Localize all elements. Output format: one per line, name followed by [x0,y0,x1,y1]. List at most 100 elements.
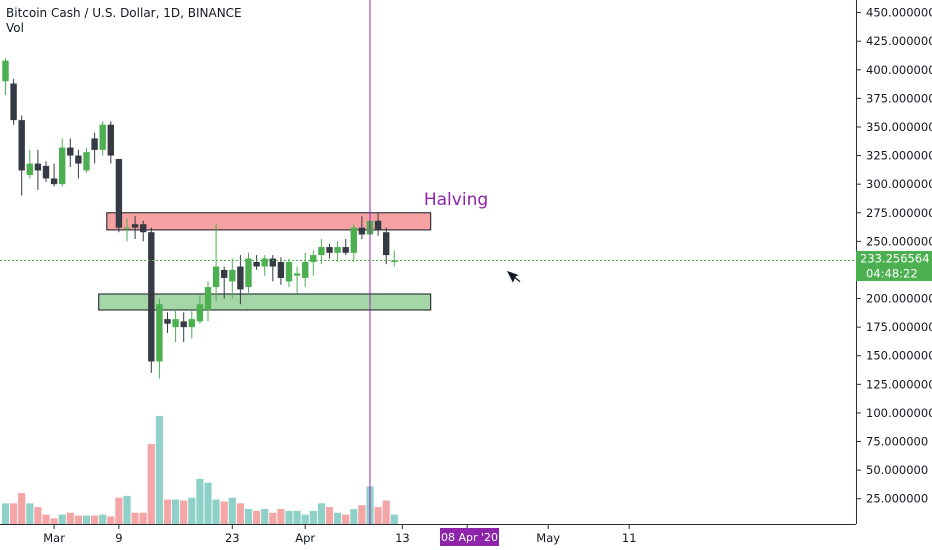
support-zone [98,293,432,311]
volume-bar [285,510,293,524]
candle-body [253,261,260,267]
volume-bar [155,415,163,524]
candle-body [83,152,90,171]
candle-body [334,247,341,253]
volume-bar [253,510,261,524]
volume-bar [301,514,309,524]
candle-body [131,224,139,228]
volume-bar [99,514,107,524]
price-tick-label: 75.000000 [866,435,928,449]
time-axis[interactable]: Mar923Apr1321May11 [43,524,637,545]
volume-bar [58,514,66,524]
price-tick-label: 25.000000 [866,492,928,506]
candle-body [123,227,131,229]
volume-bar [42,514,50,524]
volume-bar [228,497,236,524]
candle-body [237,266,244,290]
candle-body [383,232,390,256]
candle-body [318,247,325,256]
volume-bar [188,497,196,524]
volume-bar [123,495,131,524]
volume-bar [50,518,58,524]
candle-body [42,165,50,179]
time-tick-label: May [536,531,560,545]
candle-body [59,147,66,185]
volume-bar [212,499,220,524]
candle-body [180,321,187,328]
volume-bar [18,492,26,524]
volume-bar [220,501,228,524]
time-tick-label: 23 [225,531,240,545]
resistance-zone [106,212,432,231]
candle-body [50,178,58,185]
candle-body [18,120,25,171]
volume-bar [382,500,390,524]
countdown-badge [856,266,932,281]
candle-body [229,269,236,282]
chart-legend: Bitcoin Cash / U.S. Dollar, 1D, BINANCE … [6,6,242,36]
candle-body [75,155,82,164]
time-tick-label: 13 [395,531,410,545]
candle-body [99,124,106,150]
price-tick-label: 250.000000 [866,234,932,248]
candle-body [374,220,382,230]
time-tick-label: Mar [43,531,65,545]
zones-layer [98,212,432,311]
time-tick-label: 9 [115,531,122,545]
candles-layer [2,58,398,379]
candle-body [140,224,147,233]
halving-label: Halving [424,190,488,210]
volume-bar [244,508,253,524]
candle-body [212,266,220,288]
candle-body [350,227,357,253]
price-tick-label: 175.000000 [866,320,932,334]
volume-bar [269,512,277,524]
last-price-label: 233.256564 [860,252,930,266]
overlay-layer [0,0,856,524]
candle-body [156,304,163,362]
volume-bar [115,497,123,524]
volume-bar [172,499,180,524]
halving-date-label: 08 Apr '20 [441,531,498,544]
candle-body [107,124,114,156]
mouse-cursor-icon [504,269,522,286]
price-tick-label: 375.000000 [866,91,932,105]
candle-body [91,138,98,150]
price-axis[interactable]: 450.000000 425.000000 400.000000 375.000000… [856,6,932,506]
price-tick-label: 325.000000 [866,149,932,163]
volume-bar [1,503,10,524]
candle-body [245,258,252,288]
candle-body [285,261,293,282]
volume-bar [131,512,139,524]
volume-bar [139,512,147,524]
candle-body [391,260,398,262]
volume-bar [293,510,301,524]
volume-bar [204,482,212,524]
candle-body [34,163,42,171]
volume-legend[interactable]: Vol [6,21,24,35]
candle-body [164,319,171,324]
candle-body [261,258,268,267]
volume-bar [196,478,204,524]
price-tick-label: 350.000000 [866,120,932,134]
time-tick-label: 11 [622,531,637,545]
volume-bar [74,515,82,524]
symbol-title[interactable]: Bitcoin Cash / U.S. Dollar, 1D, BINANCE [6,6,242,20]
candle-body [196,304,204,322]
price-tick-label: 200.000000 [866,292,932,306]
candle-body [10,83,17,121]
price-tick-label: 275.000000 [866,206,932,220]
price-tick-label: 125.000000 [866,377,932,391]
candle-body [293,273,301,276]
candle-body [26,163,33,176]
volume-bar [163,499,172,524]
volume-bar [10,503,18,524]
volume-bar [390,514,398,524]
volume-bar [342,514,350,524]
price-tick-label: 150.000000 [866,349,932,363]
candle-body [302,261,309,278]
price-tick-label: 425.000000 [866,34,932,48]
volume-bar [358,505,366,524]
volume-bar [374,507,382,524]
